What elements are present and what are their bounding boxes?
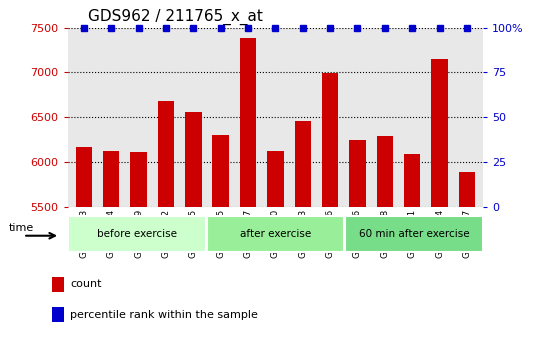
Bar bbox=[349, 140, 366, 345]
Text: time: time bbox=[9, 223, 33, 233]
Bar bbox=[158, 101, 174, 345]
Text: percentile rank within the sample: percentile rank within the sample bbox=[70, 310, 258, 319]
Bar bbox=[240, 38, 256, 345]
FancyBboxPatch shape bbox=[207, 216, 344, 252]
Text: after exercise: after exercise bbox=[240, 229, 311, 239]
Bar bbox=[212, 135, 229, 345]
Bar bbox=[267, 151, 284, 345]
Text: 60 min after exercise: 60 min after exercise bbox=[359, 229, 469, 239]
Bar bbox=[131, 152, 147, 345]
Text: before exercise: before exercise bbox=[97, 229, 177, 239]
Bar bbox=[404, 154, 420, 345]
Bar bbox=[76, 147, 92, 345]
Bar bbox=[376, 136, 393, 345]
Bar bbox=[458, 172, 475, 345]
Bar bbox=[294, 121, 311, 345]
Text: GDS962 / 211765_x_at: GDS962 / 211765_x_at bbox=[89, 9, 263, 25]
Text: count: count bbox=[70, 279, 102, 289]
Bar bbox=[185, 112, 201, 345]
Bar bbox=[52, 307, 64, 322]
FancyBboxPatch shape bbox=[345, 216, 483, 252]
Bar bbox=[322, 73, 339, 345]
Bar bbox=[52, 277, 64, 292]
Bar bbox=[431, 59, 448, 345]
Bar bbox=[103, 151, 119, 345]
FancyBboxPatch shape bbox=[68, 216, 206, 252]
